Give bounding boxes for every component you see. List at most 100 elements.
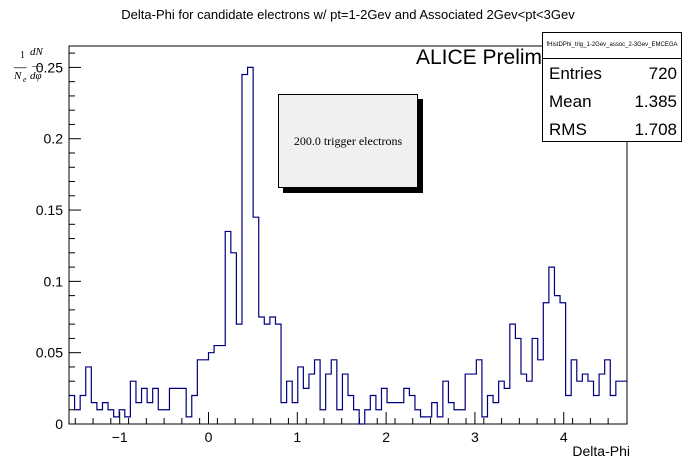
- histogram-bin: [97, 410, 103, 424]
- histogram-bin: [142, 388, 148, 424]
- histogram-bin: [571, 360, 577, 424]
- chart-title: Delta-Phi for candidate electrons w/ pt=…: [121, 7, 575, 22]
- histogram-bin: [376, 410, 382, 424]
- histogram-bin: [236, 324, 242, 424]
- histogram-bin: [287, 381, 293, 424]
- histogram-bin: [454, 410, 460, 424]
- histogram-bin: [197, 360, 203, 424]
- histogram-bin: [504, 388, 510, 424]
- histogram-bin: [393, 403, 399, 424]
- histogram-bin: [476, 360, 482, 424]
- histogram-bin: [554, 296, 560, 424]
- histogram-bin: [465, 374, 471, 424]
- histogram-bin: [460, 410, 466, 424]
- histogram-bin: [292, 403, 298, 424]
- histogram-bin: [527, 381, 533, 424]
- y-tick-label: 0: [55, 416, 63, 432]
- histogram-bin: [448, 403, 454, 424]
- histogram-bin: [437, 417, 443, 424]
- histogram-bin: [275, 324, 281, 424]
- histogram-bin: [471, 374, 477, 424]
- histogram-bin: [331, 360, 337, 424]
- y-axis-label: 1 dN — — N e dφ: [14, 46, 43, 84]
- histogram-bin: [186, 417, 192, 424]
- histogram-bin: [560, 303, 566, 424]
- stats-value: 1.385: [634, 92, 677, 111]
- histogram-bin: [220, 346, 226, 424]
- histogram-bin: [370, 395, 376, 424]
- x-tick-label: 3: [471, 429, 479, 445]
- histogram-bin: [348, 395, 354, 424]
- stats-value: 1.708: [634, 120, 677, 139]
- histogram-bin: [543, 303, 549, 424]
- histogram-bin: [599, 374, 605, 424]
- histogram-bin: [86, 367, 92, 424]
- histogram-bin: [488, 395, 494, 424]
- histogram-bin: [248, 67, 254, 424]
- histogram-bin: [147, 403, 153, 424]
- histogram-bin: [175, 388, 181, 424]
- histogram-bin: [521, 374, 527, 424]
- histogram-bin: [153, 388, 159, 424]
- histogram-bin: [426, 417, 432, 424]
- histogram-bin: [365, 410, 371, 424]
- histogram-bin: [298, 367, 304, 424]
- histogram-bin: [582, 374, 588, 424]
- histogram-bin: [610, 395, 616, 424]
- histogram-bin: [499, 381, 505, 424]
- stats-label: Mean: [549, 92, 592, 111]
- histogram-bin: [181, 388, 187, 424]
- stats-value: 720: [648, 64, 677, 83]
- histogram-bin: [387, 403, 393, 424]
- x-tick-label: 4: [560, 429, 568, 445]
- histogram-bin: [594, 395, 600, 424]
- plot-frame: [68, 45, 628, 425]
- histogram-bin: [337, 410, 343, 424]
- histogram-bin: [398, 403, 404, 424]
- histogram-bin: [270, 317, 276, 424]
- histogram-bin: [621, 381, 627, 424]
- histogram-bin: [510, 324, 516, 424]
- x-tick-label: 0: [205, 429, 213, 445]
- histogram-bin: [309, 374, 315, 424]
- histogram-bin: [342, 374, 348, 424]
- stats-histogram-name: fHistDPhi_trig_1-2Gev_assoc_2-3Gev_EMCEG…: [543, 33, 681, 59]
- histogram-bin: [91, 403, 97, 424]
- histogram-bin: [326, 374, 332, 424]
- histogram-bin: [616, 381, 622, 424]
- histogram-line: [69, 66, 627, 425]
- x-tick-label: 2: [382, 429, 390, 445]
- histogram-bin: [320, 410, 326, 424]
- histogram-bin: [136, 403, 142, 424]
- histogram-bin: [532, 338, 538, 424]
- y-tick-label: 0.2: [44, 131, 64, 147]
- histogram-bin: [164, 410, 170, 424]
- histogram-bin: [409, 395, 415, 424]
- histogram-bin: [515, 338, 521, 424]
- histogram-bin: [354, 410, 360, 424]
- stats-label: Entries: [549, 64, 602, 83]
- histogram-bin: [605, 360, 611, 424]
- histogram-bin: [114, 417, 120, 424]
- histogram-bin: [315, 360, 321, 424]
- histogram-bin: [566, 395, 572, 424]
- histogram-bin: [209, 353, 215, 424]
- histogram-bin: [259, 317, 265, 424]
- histogram-bin: [231, 253, 237, 424]
- axes: 0 0.05 0.1 0.15 0.2 0.25 −1 0 1 2 3 4: [36, 45, 628, 445]
- y-tick-label: 0.05: [36, 345, 63, 361]
- y-tick-label: 0.1: [44, 273, 64, 289]
- histogram-bin: [381, 388, 387, 424]
- x-tick-label: 1: [293, 429, 301, 445]
- histogram-bin: [158, 410, 164, 424]
- histogram-bin: [421, 417, 427, 424]
- histogram-bin: [125, 417, 131, 424]
- histogram-bin: [102, 403, 108, 424]
- histogram-bin: [432, 403, 438, 424]
- trigger-count-box: 200.0 trigger electrons: [278, 94, 418, 188]
- histogram-bin: [169, 388, 175, 424]
- histogram-bin: [203, 360, 209, 424]
- histogram-bin: [253, 217, 259, 424]
